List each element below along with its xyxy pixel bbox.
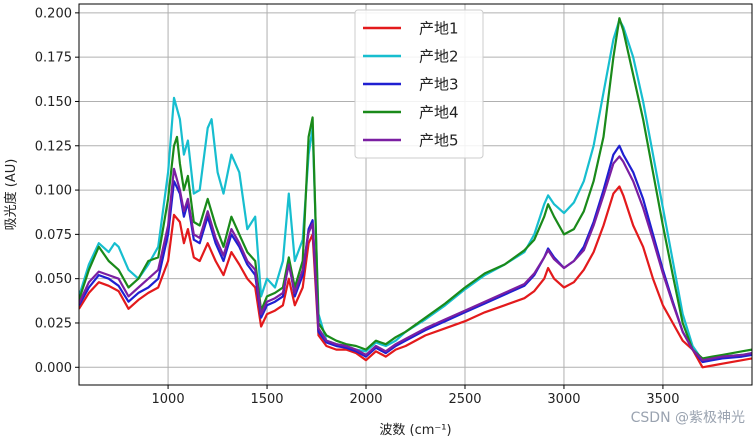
series-line-1 (79, 185, 752, 369)
legend: 产地1 产地2 产地3 产地4 产地5 (354, 9, 484, 159)
y-tick-label: 0.150 (35, 95, 72, 110)
series-line-4 (79, 17, 752, 360)
legend-label-2: 产地2 (419, 48, 459, 66)
x-axis-ticks: 1000 1500 2000 2500 3000 3500 (152, 385, 679, 407)
plot-frame (78, 3, 753, 386)
y-axis-ticks: 0.000 0.025 0.050 0.075 0.100 0.125 0.150 0.175… (35, 6, 79, 376)
x-tick-label: 2500 (448, 392, 481, 407)
legend-label-1: 产地1 (419, 20, 459, 38)
y-tick-label: 0.200 (35, 6, 72, 21)
legend-label-4: 产地4 (419, 104, 459, 122)
legend-box (354, 9, 484, 159)
x-tick-label: 1000 (152, 392, 185, 407)
x-tick-label: 3500 (646, 392, 679, 407)
x-tick-label: 1500 (250, 392, 283, 407)
x-tick-label: 2000 (349, 392, 382, 407)
series-line-5 (79, 155, 752, 362)
y-tick-label: 0.075 (35, 228, 72, 243)
watermark: CSDN @紫极神光 (631, 410, 745, 426)
y-tick-label: 0.000 (35, 361, 72, 376)
y-tick-label: 0.100 (35, 184, 72, 199)
x-tick-label: 3000 (547, 392, 580, 407)
x-axis-label: 波数 (cm⁻¹) (379, 423, 451, 438)
series-lines (79, 17, 752, 369)
y-axis-label: 吸光度 (AU) (3, 159, 19, 231)
y-tick-label: 0.175 (35, 51, 72, 66)
y-tick-label: 0.025 (35, 316, 72, 331)
y-tick-label: 0.125 (35, 139, 72, 154)
series-line-3 (79, 144, 752, 364)
y-tick-label: 0.050 (35, 272, 72, 287)
legend-label-3: 产地3 (419, 76, 459, 94)
legend-label-5: 产地5 (419, 132, 459, 150)
